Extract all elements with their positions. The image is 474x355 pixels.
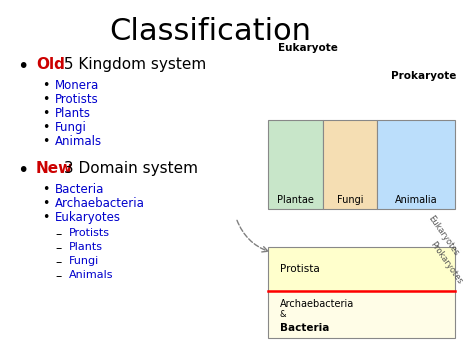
Text: Archaebacteria: Archaebacteria	[55, 197, 145, 210]
Text: •: •	[42, 121, 49, 134]
Text: •: •	[42, 183, 49, 196]
Text: 3 Domain system: 3 Domain system	[59, 161, 198, 176]
Text: Protists: Protists	[55, 93, 99, 106]
Text: Plantae: Plantae	[277, 195, 314, 205]
Text: Prokaryote: Prokaryote	[391, 71, 456, 81]
Text: •: •	[42, 211, 49, 224]
FancyBboxPatch shape	[268, 247, 456, 291]
Text: Plants: Plants	[55, 107, 91, 120]
Text: New: New	[36, 161, 73, 176]
Text: 5 Kingdom system: 5 Kingdom system	[59, 57, 206, 72]
FancyBboxPatch shape	[377, 120, 456, 209]
Text: Fungi: Fungi	[69, 256, 99, 266]
FancyBboxPatch shape	[268, 291, 456, 338]
Text: Prokaryotes: Prokaryotes	[428, 240, 464, 286]
Text: •: •	[42, 93, 49, 106]
Text: –: –	[56, 242, 62, 255]
Text: Animals: Animals	[55, 135, 102, 148]
Text: •: •	[42, 79, 49, 92]
Text: Fungi: Fungi	[55, 121, 87, 134]
FancyBboxPatch shape	[323, 120, 377, 209]
Text: Eukaryotes: Eukaryotes	[55, 211, 121, 224]
Text: –: –	[56, 228, 62, 241]
Text: •: •	[42, 197, 49, 210]
Text: Classification: Classification	[109, 17, 311, 46]
Text: Monera: Monera	[55, 79, 99, 92]
Text: •: •	[17, 161, 28, 180]
Text: –: –	[56, 270, 62, 283]
Text: –: –	[56, 256, 62, 269]
Text: Animals: Animals	[69, 270, 113, 280]
Text: &: &	[280, 310, 286, 319]
Text: Bacteria: Bacteria	[55, 183, 104, 196]
Text: Fungi: Fungi	[337, 195, 364, 205]
Text: •: •	[42, 135, 49, 148]
Text: Plants: Plants	[69, 242, 103, 252]
Text: •: •	[17, 57, 28, 76]
Text: Protists: Protists	[69, 228, 110, 238]
Text: Archaebacteria: Archaebacteria	[280, 299, 354, 309]
Text: Eukaryotes: Eukaryotes	[427, 214, 461, 258]
Text: Bacteria: Bacteria	[280, 323, 329, 333]
Text: Eukaryote: Eukaryote	[278, 43, 337, 53]
Text: Old: Old	[36, 57, 65, 72]
Text: •: •	[42, 107, 49, 120]
Text: Protista: Protista	[280, 264, 319, 274]
FancyBboxPatch shape	[268, 120, 323, 209]
Text: Animalia: Animalia	[395, 195, 438, 205]
